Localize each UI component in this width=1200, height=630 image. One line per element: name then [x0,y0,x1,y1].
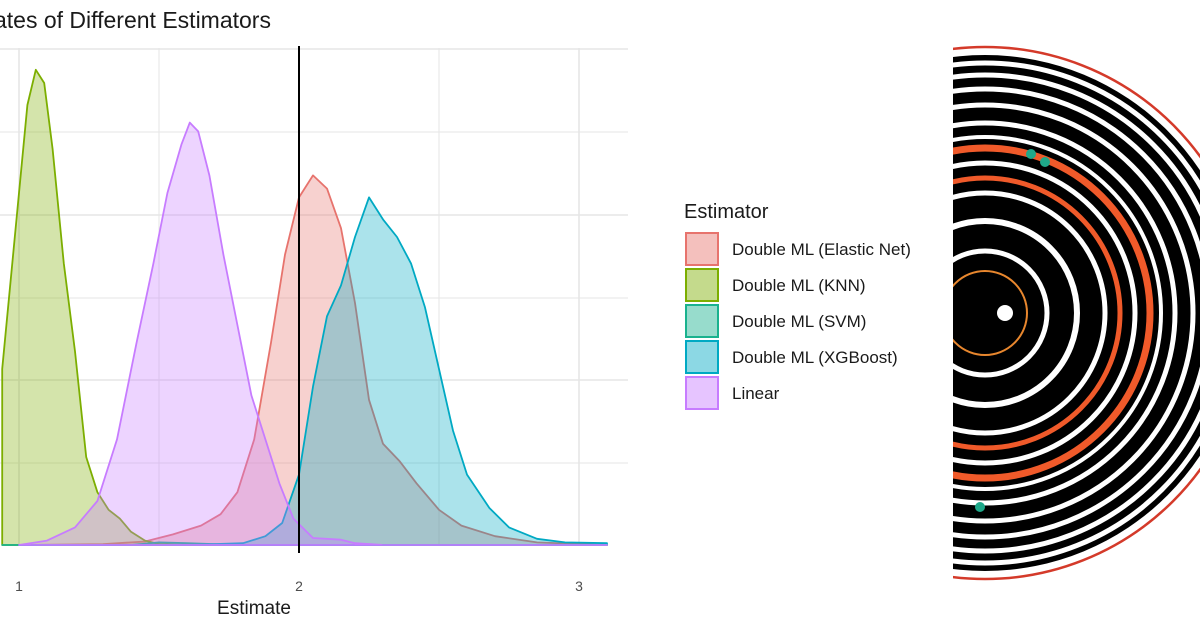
x-tick-label: 2 [295,578,303,594]
x-tick-labels: 1 2 3 [15,578,583,594]
legend-item: Linear [685,376,780,410]
white-ring [953,72,1200,554]
legend-label: Linear [732,384,780,403]
density-areas [1,68,608,546]
orange-ring [953,175,1123,451]
white-ring [953,248,1050,378]
density-area-double-ml-elastic-net [18,174,608,546]
white-ring [953,218,1080,408]
legend-label: Double ML (SVM) [732,312,866,331]
outer-ring [953,45,1200,581]
white-ring [953,60,1200,566]
legend-item: Double ML (KNN) [685,268,866,302]
white-ring [953,86,1200,540]
x-tick-label: 3 [575,578,583,594]
center-dot [997,305,1013,321]
white-ring [953,160,1138,466]
legend-label: Double ML (KNN) [732,276,866,295]
legend-swatch [685,232,719,266]
legend-title: Estimator [684,201,769,223]
orange-ring [953,144,1154,482]
plot-panel: 1 2 3 [0,46,628,594]
accent-dot [975,502,985,512]
white-ring [953,135,1163,491]
legend-swatch [685,268,719,302]
chart-title: ates of Different Estimators [0,7,271,33]
inner-ring [953,270,1028,356]
legend: Estimator Double ML (Elastic Net)Double … [684,201,911,410]
legend-item: Double ML (SVM) [685,304,866,338]
x-tick-label: 1 [15,578,23,594]
legend-items: Double ML (Elastic Net) Double ML (KNN) Do… [685,232,911,410]
legend-label: Double ML (Elastic Net) [732,240,911,259]
legend-swatch [685,304,719,338]
accent-dot [1040,157,1050,167]
legend-swatch [685,376,719,410]
legend-item: Double ML (XGBoost) [685,340,898,374]
accent-dot [1026,149,1036,159]
circular-graphic-icon [953,40,1200,585]
white-ring [953,102,1196,524]
white-ring [953,190,1108,436]
legend-label: Double ML (XGBoost) [732,348,898,367]
legend-swatch [685,340,719,374]
white-ring [953,120,1178,506]
legend-item: Double ML (Elastic Net) [685,232,911,266]
density-area-double-ml-xgboost [18,196,608,546]
x-axis-title: Estimate [217,598,291,619]
density-area-linear [18,121,608,546]
